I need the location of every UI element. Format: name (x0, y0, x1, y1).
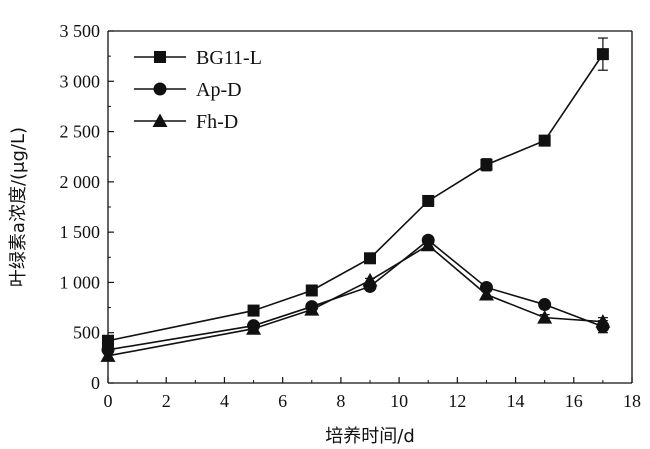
series-triangle (100, 237, 611, 362)
data-point (538, 134, 551, 147)
data-point (422, 194, 435, 207)
x-tick-label: 14 (507, 391, 525, 411)
legend-label: BG11-L (196, 47, 262, 69)
series-square (102, 37, 609, 347)
data-point (478, 286, 494, 301)
series-line (107, 244, 603, 357)
data-point (362, 272, 378, 287)
data-point (305, 284, 318, 297)
y-tick-label: 3 500 (60, 21, 101, 41)
x-tick-label: 2 (162, 391, 171, 411)
data-point (538, 298, 552, 312)
data-point (246, 321, 262, 335)
x-tick-label: 10 (390, 391, 408, 411)
data-point (247, 304, 260, 317)
y-tick-label: 500 (73, 323, 100, 343)
x-tick-label: 12 (448, 391, 466, 411)
legend: BG11-L Ap-D Fh-D (134, 47, 262, 133)
legend-item: BG11-L (134, 47, 262, 69)
x-tick-label: 16 (565, 391, 583, 411)
legend-label: Fh-D (196, 111, 238, 133)
data-point (102, 334, 114, 347)
series-line (107, 239, 604, 351)
data-point (596, 48, 609, 61)
data-point (420, 237, 436, 252)
x-tick-label: 18 (623, 391, 641, 411)
axes (107, 30, 633, 384)
legend-label: Ap-D (196, 79, 242, 101)
x-tick-label: 6 (278, 391, 287, 411)
x-tick-label: 4 (220, 391, 229, 411)
y-tick-label: 0 (91, 373, 100, 393)
y-tick-label: 1 500 (60, 222, 101, 242)
data-point (537, 310, 553, 324)
data-point (304, 302, 320, 316)
y-tick-label: 3 000 (60, 71, 101, 91)
legend-item: Fh-D (134, 111, 238, 133)
ticks: 0 2 4 6 8 10 12 14 16 18 0 500 1 000 1 500 2 000 2 500 3… (60, 21, 642, 411)
y-axis-title: 叶绿素a浓度/(μg/L) (8, 127, 29, 287)
data-point (364, 252, 376, 265)
data-point (480, 158, 493, 171)
data-point (595, 314, 611, 328)
data-point (100, 348, 116, 362)
series-circle (101, 233, 610, 357)
legend-marker (152, 113, 168, 127)
x-axis-title: 培养时间/d (325, 426, 415, 447)
series-line (107, 53, 604, 342)
legend-marker (153, 82, 167, 96)
y-tick-label: 2 000 (60, 172, 101, 192)
y-tick-label: 2 500 (60, 122, 101, 142)
legend-marker (154, 51, 166, 63)
legend-item: Ap-D (134, 79, 242, 101)
y-tick-label: 1 000 (60, 272, 101, 292)
series-layer (100, 37, 611, 362)
x-tick-label: 8 (336, 391, 345, 411)
x-tick-label: 0 (104, 391, 113, 411)
